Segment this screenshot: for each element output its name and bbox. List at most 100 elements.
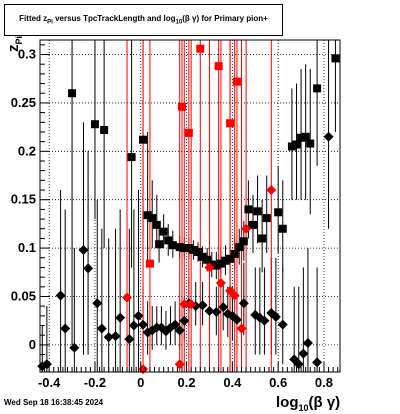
chart-title: Fitted zPi versus TpcTrackLength and log… <box>19 14 268 26</box>
data-point-square <box>143 211 152 220</box>
data-point-diamond <box>83 263 94 274</box>
data-point-diamond <box>179 315 190 326</box>
data-point-square <box>230 249 239 258</box>
y-tick-label: 0.3 <box>18 47 36 62</box>
timestamp-footer: Wed Sep 18 16:38:45 2024 <box>4 398 104 407</box>
chart-title-box: Fitted zPi versus TpcTrackLength and log… <box>4 4 283 36</box>
data-point-square <box>180 244 189 253</box>
data-point-diamond <box>215 277 226 288</box>
data-point-square <box>292 140 301 149</box>
data-point-diamond <box>302 337 313 348</box>
data-point-diamond <box>60 323 71 334</box>
data-point-diamond <box>92 298 103 309</box>
data-point-diamond <box>270 311 281 322</box>
data-point-diamond <box>69 342 80 353</box>
data-point-diamond <box>218 302 229 313</box>
data-point-square <box>226 119 235 128</box>
title-mid: versus TpcTrackLength and log <box>52 14 176 24</box>
data-point-diamond <box>277 319 288 330</box>
title-suffix: (β γ) for Primary pion+ <box>182 14 268 24</box>
x-tick-label: 0.8 <box>315 375 333 390</box>
x-tick-label: 0.4 <box>223 375 242 390</box>
x-axis-label-rest: (β γ) <box>308 394 341 411</box>
x-tick-label: 0.6 <box>269 375 287 390</box>
data-point-diamond <box>204 306 215 317</box>
data-point-diamond <box>241 223 252 234</box>
data-point-diamond <box>78 245 89 256</box>
data-point-square <box>90 120 99 129</box>
data-point-diamond <box>103 332 114 343</box>
y-axis-label: zPi <box>5 36 24 52</box>
data-point-diamond <box>231 314 242 325</box>
data-point-square <box>145 259 154 268</box>
data-point-square <box>175 243 184 252</box>
data-point-square <box>139 135 148 144</box>
data-point-square <box>164 236 173 245</box>
data-point-square <box>216 259 225 268</box>
data-point-square <box>244 205 253 214</box>
data-point-diamond <box>211 306 222 317</box>
data-point-square <box>127 153 136 162</box>
y-tick-label: 0.25 <box>11 95 36 110</box>
x-tick-label: 0.2 <box>178 375 196 390</box>
x-tick-label: -0.4 <box>38 375 61 390</box>
data-point-square <box>184 244 193 253</box>
title-sub-10: 10 <box>175 19 183 26</box>
data-point-diamond <box>179 299 190 310</box>
data-point-square <box>274 208 283 217</box>
data-point-square <box>306 139 315 148</box>
data-point-diamond <box>170 319 181 330</box>
data-point-diamond <box>293 359 304 370</box>
data-point-square <box>301 132 310 141</box>
y-axis-label-sub: Pi <box>14 35 24 45</box>
data-point-diamond <box>128 320 139 331</box>
data-point-square <box>194 247 203 256</box>
data-point-diamond <box>323 131 334 142</box>
title-prefix: Fitted z <box>19 14 48 24</box>
data-point-diamond <box>266 185 277 196</box>
data-point-square <box>226 254 235 263</box>
data-point-square <box>248 220 257 229</box>
x-axis-label-sub: 10 <box>298 403 309 413</box>
data-point-square <box>214 62 223 71</box>
y-tick-label: 0.05 <box>11 289 36 304</box>
data-point-square <box>278 224 287 233</box>
y-axis-label-main: z <box>5 44 22 53</box>
y-tick-label: 0.1 <box>18 240 36 255</box>
data-point-diamond <box>96 323 107 334</box>
x-axis-label-main: log <box>276 394 299 411</box>
data-point-square <box>203 255 212 264</box>
data-point-diamond <box>259 315 270 326</box>
data-point-square <box>221 256 230 265</box>
data-point-square <box>297 133 306 142</box>
data-point-diamond <box>115 312 126 323</box>
y-tick-label: 0.2 <box>18 143 36 158</box>
data-point-square <box>287 142 296 151</box>
data-point-square <box>189 246 198 255</box>
data-point-diamond <box>197 300 208 311</box>
data-point-square <box>212 261 221 270</box>
data-point-diamond <box>138 319 149 330</box>
data-point-square <box>148 214 157 223</box>
data-point-diamond <box>238 298 249 309</box>
data-point-square <box>313 84 322 93</box>
data-point-diamond <box>298 348 309 359</box>
data-point-square <box>253 207 262 216</box>
data-point-square <box>232 77 241 86</box>
x-axis-label: log10(β γ) <box>276 394 340 413</box>
data-point-square <box>198 252 207 261</box>
data-point-diamond <box>229 290 240 301</box>
y-tick-label: 0 <box>29 337 36 352</box>
data-point-square <box>155 240 164 249</box>
data-point-diamond <box>174 359 185 370</box>
plot-frame <box>39 39 341 373</box>
data-point-square <box>207 260 216 269</box>
x-tick-label: -0.2 <box>84 375 106 390</box>
data-point-square <box>68 89 77 98</box>
plot-area <box>40 40 340 372</box>
data-point-diamond <box>174 325 185 336</box>
data-point-diamond <box>236 323 247 334</box>
x-tick-label: 0 <box>137 375 144 390</box>
data-point-square <box>239 237 248 246</box>
